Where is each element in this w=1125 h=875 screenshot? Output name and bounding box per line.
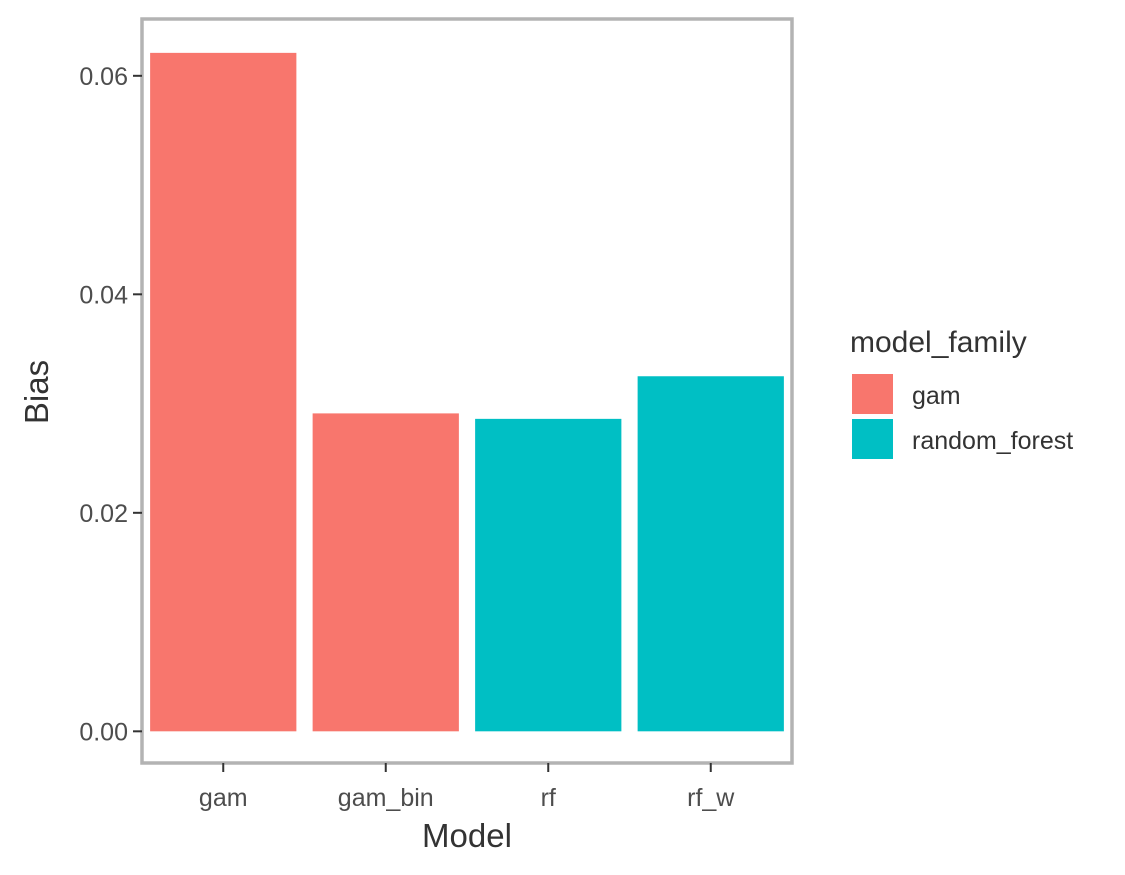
- y-tick-label: 0.00: [79, 718, 128, 746]
- y-tick-label: 0.04: [79, 281, 128, 309]
- x-tick-label: gam: [199, 784, 248, 812]
- x-tick-label: rf: [541, 784, 556, 812]
- x-axis-title: Model: [422, 817, 512, 854]
- bar-rf: [475, 418, 622, 732]
- legend-swatch-gam: [852, 374, 893, 414]
- x-tick-label: gam_bin: [338, 784, 434, 812]
- bars-layer: [150, 52, 784, 732]
- y-tick-label: 0.02: [79, 500, 128, 528]
- x-axis: gam gam_bin rf rf_w: [199, 763, 735, 812]
- legend-title: model_family: [850, 326, 1027, 359]
- bar-rf-w: [637, 376, 784, 732]
- bar-gam-bin: [312, 413, 459, 732]
- legend: model_family gam random_forest: [850, 326, 1073, 459]
- y-tick-label: 0.06: [79, 63, 128, 91]
- bar-gam: [150, 52, 297, 732]
- legend-swatch-random-forest: [852, 419, 893, 459]
- panel-border: [140, 17, 794, 765]
- y-axis-title: Bias: [18, 360, 55, 424]
- y-axis: 0.00 0.02 0.04 0.06: [79, 63, 142, 746]
- x-tick-label: rf_w: [687, 784, 735, 812]
- legend-label-random-forest: random_forest: [912, 427, 1073, 455]
- legend-label-gam: gam: [912, 382, 961, 410]
